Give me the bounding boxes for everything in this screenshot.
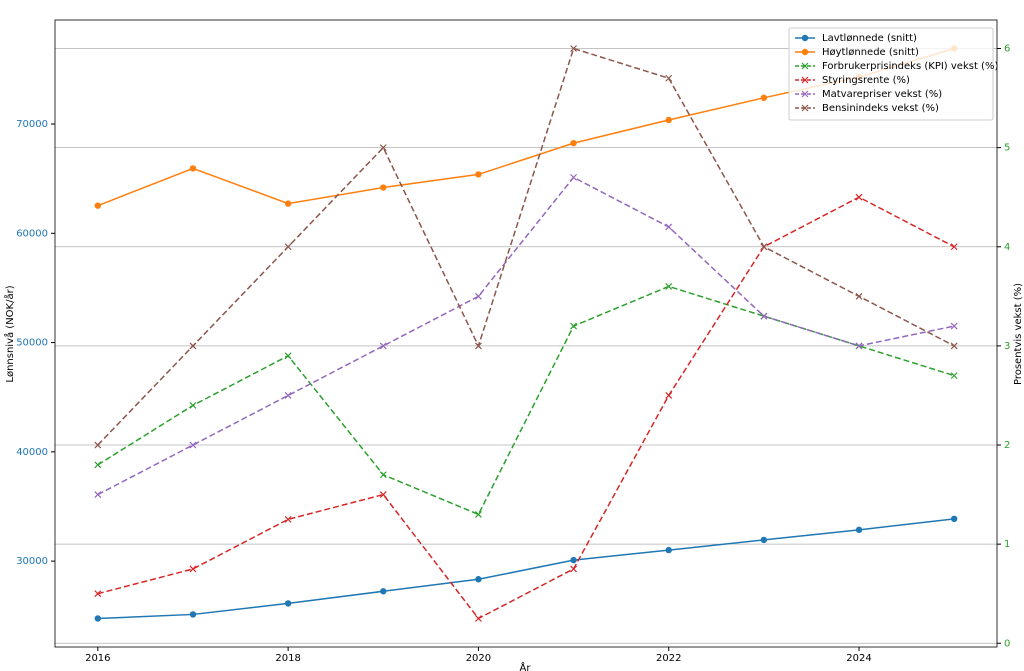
point [665, 74, 673, 82]
y2-tick-label: 4 [1004, 242, 1010, 253]
point [284, 515, 292, 523]
series-line [97, 518, 955, 620]
point [379, 471, 387, 479]
legend-label: Lavtlønnede (snitt) [822, 33, 917, 44]
point [379, 342, 387, 350]
legend-label: Bensinindeks vekst (%) [822, 103, 939, 114]
point [570, 556, 577, 564]
point [379, 144, 387, 152]
point [760, 536, 768, 544]
legend-label: Forbrukerprisindeks (KPI) vekst (%) [822, 61, 998, 72]
legend-marker [801, 34, 809, 42]
legend-marker [801, 48, 809, 56]
point [380, 588, 387, 595]
point [475, 576, 482, 583]
point [950, 243, 958, 251]
series-line [97, 176, 955, 496]
point [950, 515, 958, 523]
y-tick-label: 60000 [16, 228, 48, 239]
point [284, 352, 292, 360]
point [475, 171, 482, 178]
point [189, 401, 197, 409]
legend-label: Høytlønnede (snitt) [822, 47, 919, 58]
point [94, 491, 102, 499]
x-tick-label: 2018 [275, 653, 300, 664]
point [284, 392, 292, 399]
point [665, 116, 672, 124]
point [950, 372, 958, 380]
series-line [97, 285, 955, 516]
point [379, 491, 387, 499]
point [474, 615, 482, 622]
point [665, 546, 672, 554]
point [570, 173, 578, 181]
point [284, 243, 292, 251]
point [760, 94, 768, 102]
point [189, 165, 197, 172]
point [380, 184, 387, 191]
point [570, 45, 578, 52]
point [665, 282, 673, 290]
legend-label: Matvarepriser vekst (%) [822, 89, 942, 100]
point [94, 615, 102, 622]
point [760, 243, 768, 251]
x-tick-label: 2022 [656, 653, 681, 664]
y-tick-label: 40000 [16, 447, 48, 458]
point [570, 322, 578, 330]
point [474, 510, 482, 518]
y-tick-label: 70000 [16, 119, 48, 130]
point [855, 292, 863, 300]
point [474, 342, 482, 350]
legend-marker [801, 90, 809, 98]
y-tick-label: 50000 [16, 338, 48, 349]
plot-frame [54, 19, 998, 648]
x-tick-label: 2016 [85, 653, 110, 664]
point [94, 202, 102, 209]
x-tick-label: 2024 [846, 653, 871, 664]
point [570, 139, 577, 147]
point [94, 441, 102, 449]
x-axis-label: År [520, 661, 532, 671]
y2-tick-label: 0 [1004, 638, 1010, 649]
series-line [97, 196, 955, 620]
legend-marker [801, 76, 809, 84]
x-tick-label: 2020 [466, 653, 491, 664]
legend-marker [801, 62, 809, 70]
point [950, 342, 958, 350]
legend-marker [801, 104, 809, 112]
point [284, 200, 292, 207]
point [189, 611, 197, 618]
point [94, 590, 102, 598]
point [284, 600, 292, 607]
point [855, 526, 863, 534]
y2-tick-label: 2 [1004, 440, 1010, 451]
y2-axis-label: Prosentvis vekst (%) [1013, 283, 1024, 385]
series-line [97, 47, 955, 446]
point [189, 565, 197, 573]
legend-label: Styringsrente (%) [822, 75, 910, 86]
point [760, 312, 768, 320]
point [665, 392, 673, 399]
point [94, 461, 102, 469]
y2-tick-label: 6 [1004, 44, 1010, 55]
point [855, 342, 863, 350]
y2-tick-label: 1 [1004, 539, 1010, 550]
y-tick-label: 30000 [16, 556, 48, 567]
point [189, 441, 197, 449]
y2-tick-label: 5 [1004, 143, 1010, 154]
point [855, 193, 863, 201]
point [950, 322, 958, 330]
point [474, 292, 482, 300]
point [665, 223, 673, 231]
y2-tick-label: 3 [1004, 341, 1010, 352]
point [189, 342, 197, 350]
point [570, 565, 578, 573]
y-axis-label: Lønnsnivå (NOK/år) [3, 285, 16, 382]
legend-box [788, 27, 994, 121]
